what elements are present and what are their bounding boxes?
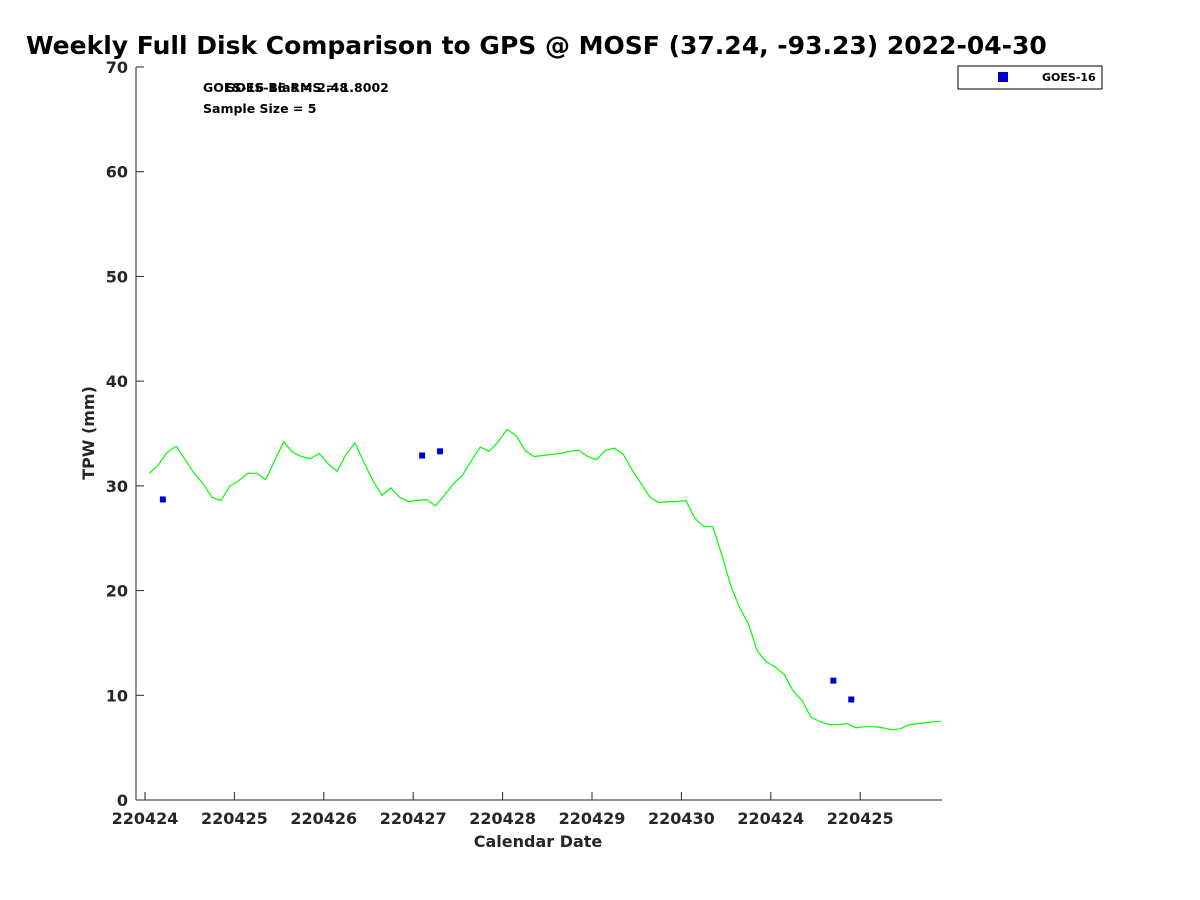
y-axis-label: TPW (mm) (79, 386, 98, 480)
goes16-point (159, 496, 166, 503)
axes (135, 67, 942, 801)
y-tick-label: 30 (106, 477, 128, 496)
x-tick-label: 220427 (380, 809, 447, 828)
x-tick-label: 220428 (469, 809, 536, 828)
y-tick-label: 20 (106, 582, 128, 601)
legend-box (957, 65, 1103, 90)
x-axis-label: Calendar Date (474, 832, 603, 851)
y-tick-label: 0 (117, 791, 128, 810)
x-tick-label: 220425 (827, 809, 894, 828)
x-tick-label: 220429 (559, 809, 626, 828)
bias-annotation: GOES-16 Bias = 2.48 (203, 80, 348, 95)
goes16-point (830, 677, 837, 684)
goes16-point (419, 452, 426, 459)
y-tick-label: 40 (106, 372, 128, 391)
sample-size-annotation: Sample Size = 5 (203, 101, 316, 116)
y-tick-label: 50 (106, 267, 128, 286)
legend: GOES-16 (957, 65, 1103, 90)
y-ticks: 0 10 20 30 40 50 60 70 (106, 58, 144, 810)
y-tick-label: 60 (106, 163, 128, 182)
x-ticks: 220424 220425 220426 220427 220428 220429 2204… (112, 792, 894, 828)
y-tick-label: 70 (106, 58, 128, 77)
chart-title: Weekly Full Disk Comparison to GPS @ MOS… (26, 31, 1047, 60)
goes16-point (848, 696, 855, 703)
legend-marker (998, 72, 1008, 82)
x-tick-label: 220424 (737, 809, 804, 828)
x-tick-label: 220425 (201, 809, 268, 828)
x-tick-label: 220430 (648, 809, 715, 828)
goes16-point (437, 448, 444, 455)
gps-tpw-line (149, 428, 941, 731)
legend-label: GOES-16 (1042, 71, 1096, 84)
rms-annotation: GOES-16 RMS = 1.8002 (225, 80, 389, 95)
x-tick-label: 220426 (290, 809, 357, 828)
series-layer (149, 428, 941, 731)
x-tick-label: 220424 (112, 809, 179, 828)
y-tick-label: 10 (106, 686, 128, 705)
